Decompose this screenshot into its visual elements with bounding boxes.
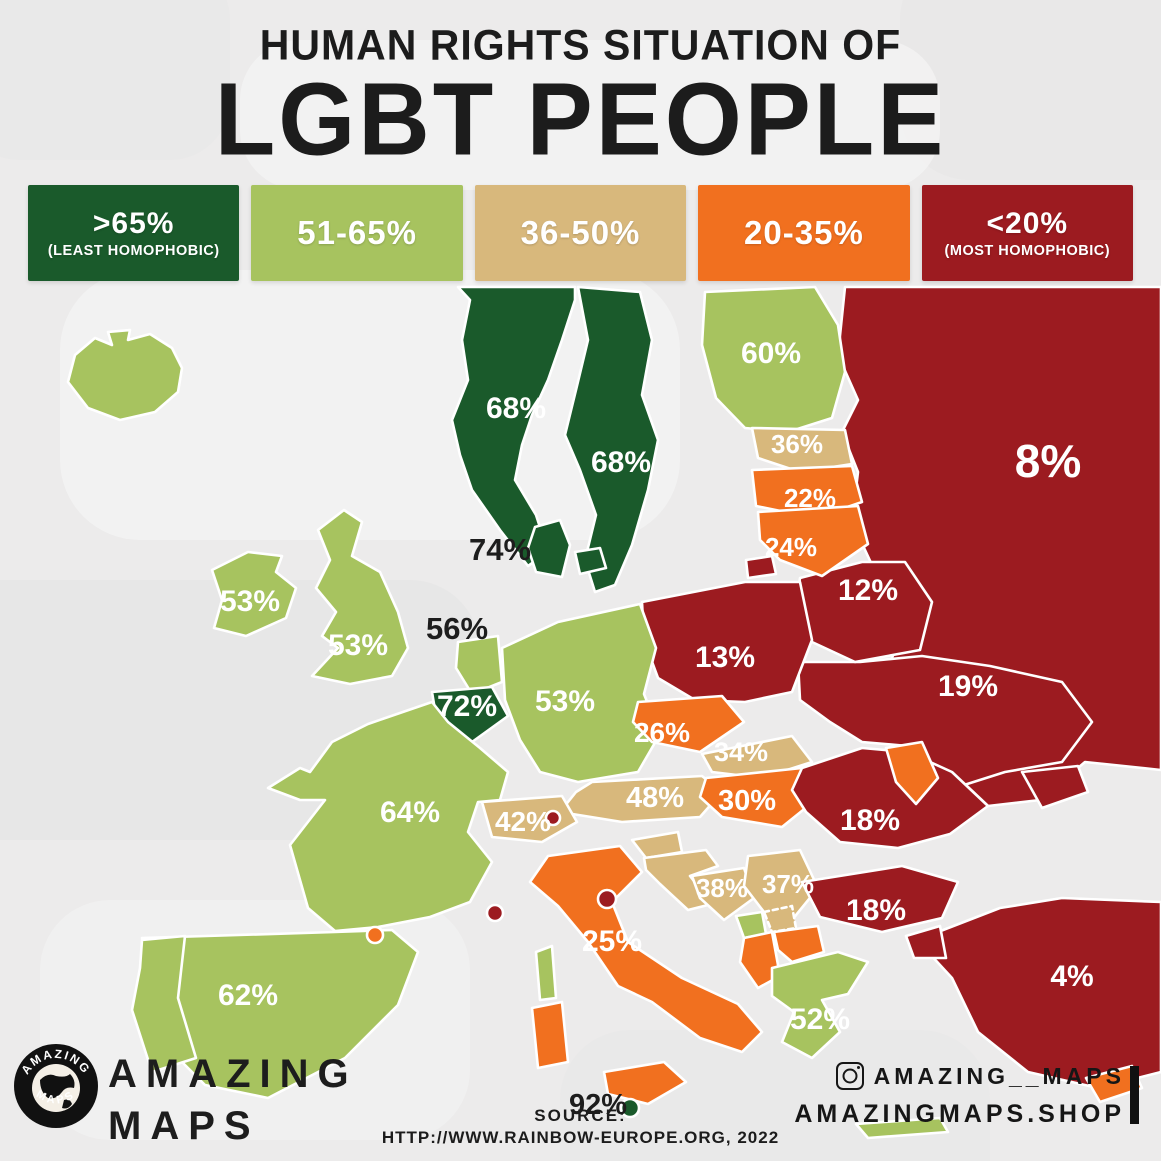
label-switzerland: 42%: [495, 806, 551, 837]
svg-text:MAPS: MAPS: [34, 1088, 78, 1106]
country-kosovo: [762, 904, 798, 934]
country-albania: [738, 930, 782, 990]
legend-note: (LEAST HOMOPHOBIC): [47, 243, 220, 259]
legend-range: 36-50%: [520, 214, 641, 251]
label-turkey: 4%: [1050, 960, 1093, 993]
label-france: 64%: [380, 796, 440, 829]
label-norway: 68%: [486, 392, 546, 425]
country-crimea: [1020, 764, 1090, 810]
label-lithuania: 24%: [765, 532, 817, 562]
label-finland: 60%: [741, 337, 801, 370]
logo-arc-bottom-text: MAPS: [34, 1088, 75, 1106]
brand-wordmark: AMAZING MAPS: [108, 1048, 358, 1152]
country-finland: [700, 285, 847, 434]
label-malta: 92%: [569, 1089, 627, 1121]
country-turkey-thrace: [904, 924, 948, 960]
country-moldova: [884, 740, 940, 806]
country-ukraine: [796, 654, 1094, 794]
legend-range: >65%: [92, 207, 175, 240]
country-portugal: [130, 934, 198, 1074]
country-czechia: [631, 694, 746, 754]
country-switzerland: [480, 794, 579, 844]
label-estonia: 36%: [771, 429, 823, 459]
country-sweden: [563, 285, 660, 594]
label-serbia: 37%: [762, 869, 814, 899]
country-italy: [528, 844, 764, 1054]
country-sardinia: [530, 1000, 570, 1070]
label-uk: 53%: [328, 629, 388, 662]
social-links: AMAZING__MAPS AMAZINGMAPS.SHOP: [794, 1062, 1125, 1129]
map-value-labels: 68% 68% 60% 74% 8% 36% 22% 24% 12% 19% 1…: [218, 337, 1094, 1121]
legend-item-36-50: 36-50%: [474, 185, 687, 281]
label-russia: 8%: [1015, 435, 1081, 487]
country-monaco-dot: [485, 903, 505, 923]
country-kaliningrad: [744, 554, 778, 580]
country-sicily: [602, 1060, 688, 1106]
country-cyprus: [1084, 1064, 1144, 1104]
country-north-macedonia: [772, 924, 826, 964]
legend: >65% (LEAST HOMOPHOBIC) 51-65% 36-50% 20…: [28, 185, 1134, 281]
country-corsica: [534, 944, 558, 1002]
header: HUMAN RIGHTS SITUATION OF LGBT PEOPLE: [0, 20, 1161, 177]
label-italy: 25%: [582, 925, 642, 958]
legend-range: 51-65%: [297, 214, 417, 251]
legend-item-least-homophobic: >65% (LEAST HOMOPHOBIC): [28, 185, 240, 281]
legend-range: 20-35%: [744, 214, 864, 251]
caret-bar: [1130, 1066, 1139, 1124]
label-bulgaria: 18%: [846, 894, 906, 927]
legend-note: (MOST HOMOPHOBIC): [944, 243, 1111, 259]
source-attribution: SOURCE: HTTP://WWW.RAINBOW-EUROPE.ORG, 2…: [382, 1106, 779, 1148]
label-denmark: 74%: [469, 532, 531, 567]
title-line2: LGBT PEOPLE: [214, 60, 947, 177]
country-iceland: [66, 328, 184, 422]
label-bosnia: 38%: [696, 873, 748, 903]
wordmark-line1: AMAZING: [108, 1052, 358, 1096]
source-url: HTTP://WWW.RAINBOW-EUROPE.ORG, 2022: [381, 1128, 780, 1147]
country-ireland: [210, 550, 298, 638]
country-san-marino-dot: [596, 888, 618, 910]
label-spain: 62%: [218, 979, 278, 1012]
country-france: [266, 700, 510, 933]
country-denmark: [526, 518, 608, 579]
legend-item-20-35: 20-35%: [698, 185, 910, 281]
label-belarus: 12%: [838, 574, 898, 607]
country-bosnia: [690, 866, 756, 922]
label-hungary: 30%: [718, 785, 776, 817]
wordmark-line2: MAPS: [108, 1104, 260, 1148]
country-crete: [854, 1116, 950, 1140]
label-greece: 52%: [790, 1003, 850, 1036]
label-belgium: 72%: [437, 690, 497, 723]
country-lithuania: [756, 504, 870, 578]
country-uk: [310, 508, 410, 686]
legend-item-51-65: 51-65%: [251, 185, 463, 281]
shop-url: AMAZINGMAPS.SHOP: [794, 1100, 1125, 1128]
country-malta-dot: [619, 1097, 641, 1119]
label-austria: 48%: [626, 782, 684, 814]
country-andorra-dot: [365, 925, 385, 945]
label-sweden: 68%: [591, 446, 651, 479]
label-germany: 53%: [535, 685, 595, 718]
country-liechtenstein-dot: [544, 809, 562, 827]
country-germany: [500, 602, 662, 784]
label-netherlands: 56%: [426, 611, 488, 646]
label-poland: 13%: [695, 641, 755, 674]
amazing-maps-logo: AMAZING MAPS: [14, 1044, 98, 1128]
label-czechia: 26%: [634, 717, 690, 748]
label-romania: 18%: [840, 804, 900, 837]
label-latvia: 22%: [784, 483, 836, 513]
source-label: SOURCE:: [534, 1106, 627, 1125]
label-ireland: 53%: [220, 585, 280, 618]
country-bulgaria: [800, 864, 960, 934]
label-ukraine: 19%: [938, 670, 998, 703]
legend-range: <20%: [986, 207, 1069, 240]
legend-item-most-homophobic: <20% (MOST HOMOPHOBIC): [921, 185, 1134, 281]
instagram-icon: [835, 1062, 864, 1090]
country-greece: [770, 950, 870, 1060]
title-line1: HUMAN RIGHTS SITUATION OF: [259, 20, 902, 70]
label-slovakia: 34%: [714, 737, 768, 767]
instagram-handle: AMAZING__MAPS: [873, 1062, 1125, 1089]
